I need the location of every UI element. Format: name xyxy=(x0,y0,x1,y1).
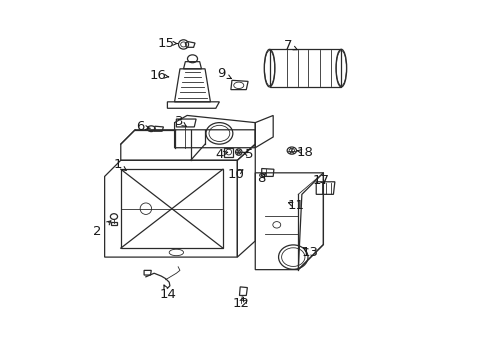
Text: 4: 4 xyxy=(215,148,223,161)
Text: 11: 11 xyxy=(287,199,305,212)
Text: 17: 17 xyxy=(312,174,329,186)
Text: 14: 14 xyxy=(160,288,177,301)
Text: 6: 6 xyxy=(136,121,144,134)
Text: 2: 2 xyxy=(93,225,102,238)
Text: 10: 10 xyxy=(227,168,244,181)
Text: 9: 9 xyxy=(216,67,224,80)
Text: 18: 18 xyxy=(296,145,313,158)
Text: 8: 8 xyxy=(257,172,265,185)
Text: 3: 3 xyxy=(175,115,183,128)
Text: 5: 5 xyxy=(244,148,252,161)
Text: 16: 16 xyxy=(150,69,166,82)
Text: 1: 1 xyxy=(114,158,122,171)
Text: 12: 12 xyxy=(232,297,249,310)
Text: 7: 7 xyxy=(284,39,292,52)
Text: 13: 13 xyxy=(301,246,318,259)
Text: 15: 15 xyxy=(158,36,175,50)
